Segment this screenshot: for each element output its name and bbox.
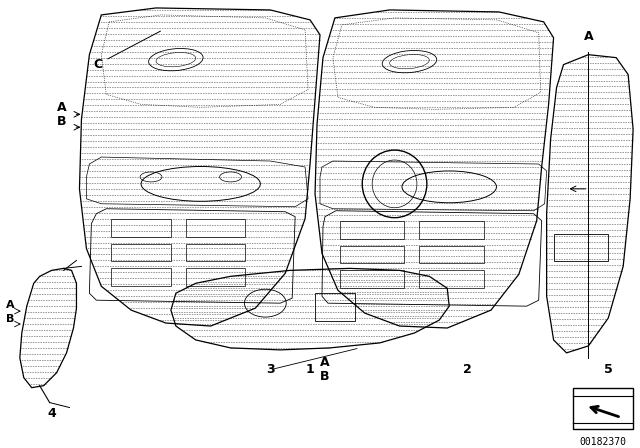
Bar: [111, 244, 171, 262]
Text: C: C: [93, 31, 161, 71]
Text: B: B: [57, 115, 67, 128]
Text: 2: 2: [463, 363, 472, 376]
Text: A: A: [584, 30, 593, 43]
Bar: [111, 268, 171, 286]
Text: A: A: [320, 356, 330, 369]
Bar: [186, 219, 246, 237]
Bar: [340, 246, 404, 263]
Text: 1: 1: [306, 363, 314, 376]
Bar: [419, 270, 484, 288]
Bar: [573, 388, 633, 429]
Text: 4: 4: [47, 408, 56, 421]
Text: B: B: [6, 314, 14, 324]
Bar: [340, 221, 404, 238]
Text: A: A: [57, 101, 67, 114]
Bar: [186, 268, 246, 286]
Bar: [340, 270, 404, 288]
Bar: [419, 221, 484, 238]
Bar: [419, 246, 484, 263]
Bar: [315, 293, 355, 321]
Bar: [111, 219, 171, 237]
Text: A: A: [6, 300, 14, 310]
Text: B: B: [320, 370, 330, 383]
Text: 3: 3: [266, 363, 275, 376]
Text: 5: 5: [604, 363, 612, 376]
Bar: [186, 244, 246, 262]
Bar: [554, 233, 608, 262]
Text: 00182370: 00182370: [580, 437, 627, 448]
